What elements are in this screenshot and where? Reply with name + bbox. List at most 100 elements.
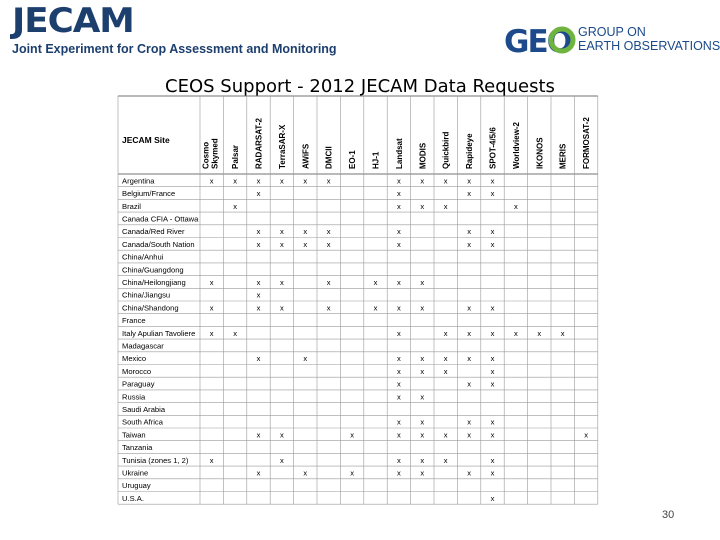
request-mark: x <box>327 278 331 287</box>
site-name: Brazil <box>122 202 141 211</box>
request-mark: x <box>491 469 495 478</box>
request-mark: x <box>397 380 401 389</box>
request-mark: x <box>514 202 518 211</box>
column-header-hj-1: HJ-1 <box>372 151 381 169</box>
request-mark: x <box>303 354 307 363</box>
request-mark: x <box>491 176 495 185</box>
request-mark: x <box>397 456 401 465</box>
request-mark: x <box>467 380 471 389</box>
site-name: France <box>122 316 146 325</box>
site-name: Russia <box>122 392 146 401</box>
request-mark: x <box>210 278 214 287</box>
site-name: Italy Apulian Tavoliere <box>122 329 195 338</box>
site-name: Taiwan <box>122 430 146 439</box>
request-mark: x <box>420 392 424 401</box>
request-mark: x <box>491 354 495 363</box>
site-name: Belgium/France <box>122 189 175 198</box>
request-mark: x <box>397 469 401 478</box>
request-mark: x <box>491 380 495 389</box>
site-name: China/Jiangsu <box>122 291 170 300</box>
jecam-logo-word: JECAM <box>12 1 135 41</box>
request-mark: x <box>491 227 495 236</box>
request-mark: x <box>467 303 471 312</box>
request-mark: x <box>397 278 401 287</box>
column-header-quickbird: Quickbird <box>442 132 451 169</box>
request-mark: x <box>280 227 284 236</box>
request-mark: x <box>467 329 471 338</box>
request-mark: x <box>257 303 261 312</box>
column-header-dmcii: DMCII <box>325 146 334 169</box>
site-name: China/Anhui <box>122 253 164 262</box>
request-mark: x <box>444 367 448 376</box>
request-mark: x <box>280 430 284 439</box>
request-mark: x <box>397 189 401 198</box>
request-mark: x <box>210 456 214 465</box>
request-mark: x <box>210 176 214 185</box>
column-header-terrasar-x: TerraSAR-X <box>278 124 287 169</box>
request-mark: x <box>350 430 354 439</box>
page-number: 30 <box>662 509 675 521</box>
site-name: Argentina <box>122 176 155 185</box>
site-name: South Africa <box>122 418 164 427</box>
site-name: Saudi Arabia <box>122 405 166 414</box>
jecam-logo-subtitle: Joint Experiment for Crop Assessment and… <box>12 42 337 56</box>
request-mark: x <box>420 367 424 376</box>
request-mark: x <box>327 227 331 236</box>
site-name: China/Heilongjiang <box>122 278 186 287</box>
site-name: Ukraine <box>122 469 148 478</box>
geo-logo-icon: GEO <box>504 24 576 60</box>
request-mark: x <box>280 240 284 249</box>
request-mark: x <box>397 240 401 249</box>
request-mark: x <box>420 278 424 287</box>
geo-logo-line1: GROUP ON <box>578 25 646 39</box>
request-mark: x <box>397 418 401 427</box>
column-header-awifs: AWiFS <box>301 143 310 169</box>
request-mark: x <box>514 329 518 338</box>
column-header-worldview-2: Worldview-2 <box>512 121 521 169</box>
request-mark: x <box>257 189 261 198</box>
request-mark: x <box>444 202 448 211</box>
request-mark: x <box>374 278 378 287</box>
request-mark: x <box>397 303 401 312</box>
request-mark: x <box>491 494 495 503</box>
request-mark: x <box>397 367 401 376</box>
request-mark: x <box>280 456 284 465</box>
column-header-landsat: Landsat <box>395 138 404 169</box>
request-mark: x <box>491 367 495 376</box>
column-header-formosat-2: FORMOSAT-2 <box>582 117 591 169</box>
site-name: Paraguay <box>122 380 155 389</box>
request-mark: x <box>420 469 424 478</box>
request-mark: x <box>420 303 424 312</box>
request-mark: x <box>397 430 401 439</box>
column-header-rapideye: Rapideye <box>465 133 474 169</box>
request-mark: x <box>420 430 424 439</box>
request-mark: x <box>491 303 495 312</box>
request-mark: x <box>257 354 261 363</box>
request-mark: x <box>233 329 237 338</box>
request-mark: x <box>257 291 261 300</box>
request-mark: x <box>397 354 401 363</box>
request-mark: x <box>444 456 448 465</box>
column-header-radarsat-2: RADARSAT-2 <box>255 117 264 169</box>
site-name: Uruguay <box>122 481 151 490</box>
site-name: Canada/South Nation <box>122 240 195 249</box>
request-mark: x <box>467 430 471 439</box>
column-header-spot-4-5-6: SPOT-4/5/6 <box>489 127 498 169</box>
request-mark: x <box>257 176 261 185</box>
site-name: Madagascar <box>122 342 164 351</box>
request-mark: x <box>303 176 307 185</box>
site-column-header: JECAM Site <box>122 135 170 145</box>
site-name: China/Guangdong <box>122 265 184 274</box>
request-mark: x <box>210 303 214 312</box>
request-mark: x <box>327 240 331 249</box>
request-mark: x <box>280 303 284 312</box>
request-mark: x <box>537 329 541 338</box>
request-mark: x <box>444 329 448 338</box>
request-mark: x <box>280 176 284 185</box>
request-mark: x <box>350 469 354 478</box>
jecam-logo: JECAM Joint Experiment for Crop Assessme… <box>12 2 337 56</box>
column-header-meris: MERIS <box>559 143 568 169</box>
site-name: China/Shandong <box>122 303 179 312</box>
request-mark: x <box>420 456 424 465</box>
